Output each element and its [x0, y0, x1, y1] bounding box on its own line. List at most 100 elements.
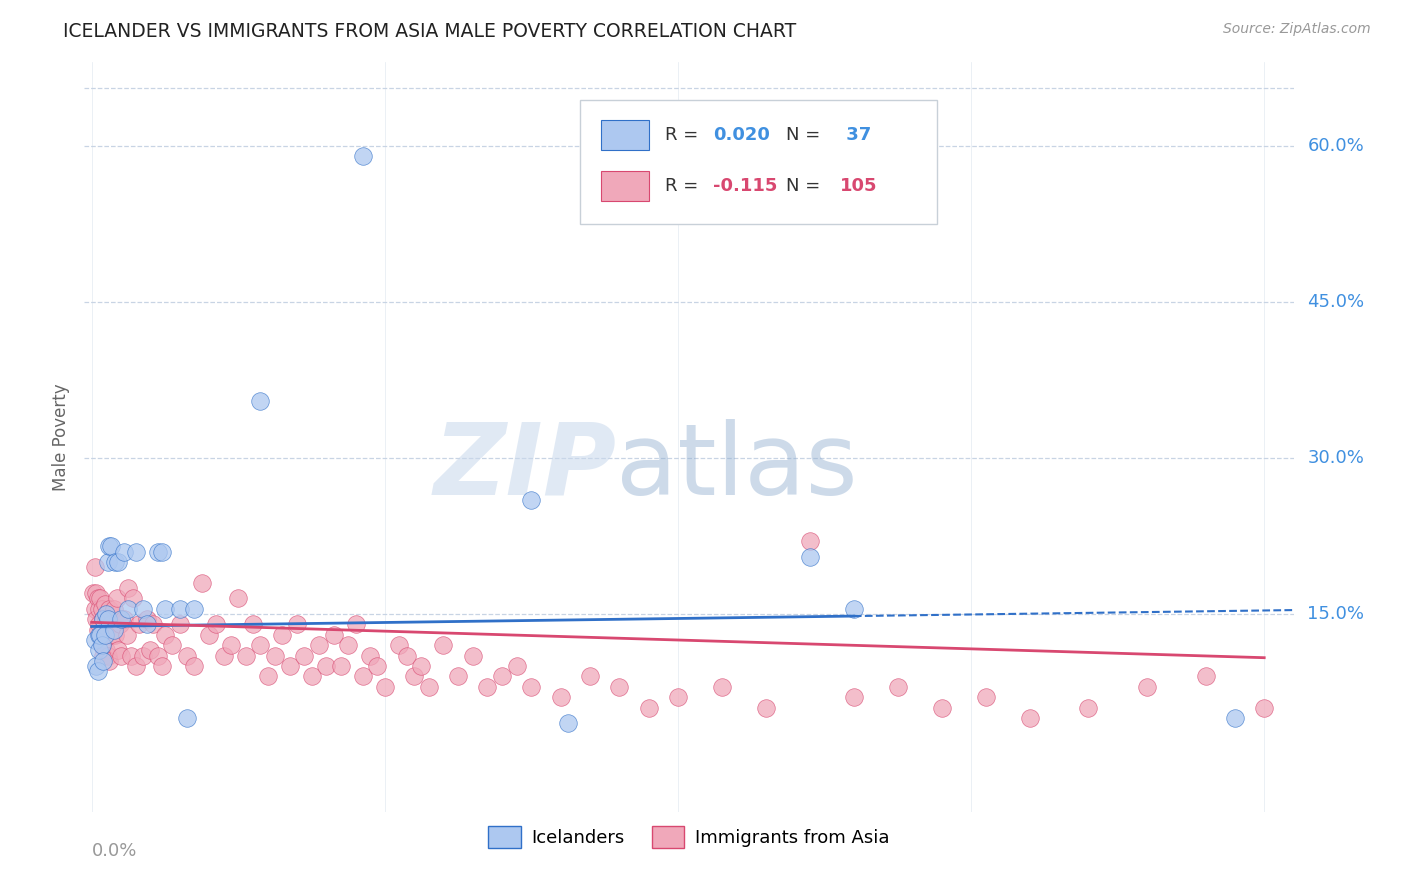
Text: atlas: atlas — [616, 418, 858, 516]
Point — [103, 602, 125, 616]
Point — [128, 617, 150, 632]
Point — [117, 581, 139, 595]
Point — [132, 602, 155, 616]
Point — [84, 586, 107, 600]
Point — [799, 549, 821, 564]
Point — [249, 393, 271, 408]
Point — [887, 680, 910, 694]
Point — [388, 638, 411, 652]
Point — [153, 628, 176, 642]
Point — [176, 648, 198, 663]
Point — [86, 591, 108, 606]
Point — [87, 602, 110, 616]
Point — [91, 638, 114, 652]
Text: R =: R = — [665, 178, 704, 195]
Point — [256, 669, 278, 683]
Point — [301, 669, 323, 683]
Point — [142, 617, 165, 632]
Point — [169, 617, 191, 632]
Point — [98, 602, 121, 616]
Text: N =: N = — [786, 126, 825, 145]
Point — [83, 602, 105, 616]
Point — [96, 612, 118, 626]
Point — [226, 591, 249, 606]
Point — [842, 602, 865, 616]
Point — [97, 612, 120, 626]
Point — [84, 659, 107, 673]
Point — [235, 648, 257, 663]
Point — [1018, 711, 1040, 725]
Point — [198, 628, 221, 642]
Point — [112, 612, 135, 626]
Point — [94, 597, 117, 611]
Bar — [600, 120, 650, 150]
Point — [520, 492, 543, 507]
Text: 45.0%: 45.0% — [1308, 293, 1365, 310]
Point — [506, 659, 529, 673]
Point — [100, 539, 122, 553]
Point — [1136, 680, 1159, 694]
Point — [98, 654, 121, 668]
Point — [219, 638, 242, 652]
Point — [89, 628, 111, 642]
Point — [136, 617, 159, 632]
Point — [205, 617, 228, 632]
Text: Source: ZipAtlas.com: Source: ZipAtlas.com — [1223, 22, 1371, 37]
Point — [249, 638, 271, 652]
Point — [146, 544, 169, 558]
Point — [557, 716, 579, 731]
Point — [176, 711, 198, 725]
Point — [447, 669, 470, 683]
Point — [93, 612, 115, 626]
Point — [132, 648, 155, 663]
Point — [292, 648, 315, 663]
Point — [108, 617, 131, 632]
Point — [112, 544, 135, 558]
Point — [329, 659, 352, 673]
Point — [150, 544, 173, 558]
Point — [93, 654, 115, 668]
Point — [264, 648, 287, 663]
Text: 60.0%: 60.0% — [1308, 136, 1364, 154]
Point — [322, 628, 344, 642]
Point — [404, 669, 426, 683]
Point — [136, 612, 159, 626]
Point — [491, 669, 513, 683]
Text: R =: R = — [665, 126, 704, 145]
Text: 0.0%: 0.0% — [91, 842, 136, 860]
Point — [84, 612, 107, 626]
Point — [146, 648, 169, 663]
Point — [374, 680, 396, 694]
Point — [520, 680, 543, 694]
Point — [94, 628, 117, 642]
Point — [285, 617, 308, 632]
Point — [110, 612, 132, 626]
Point — [91, 602, 114, 616]
Point — [82, 586, 104, 600]
Point — [93, 612, 115, 626]
Y-axis label: Male Poverty: Male Poverty — [52, 384, 70, 491]
Point — [183, 659, 205, 673]
Point — [1253, 700, 1275, 714]
Point — [666, 690, 689, 705]
Point — [308, 638, 330, 652]
Point — [100, 617, 122, 632]
Point — [579, 669, 602, 683]
Point — [931, 700, 953, 714]
Point — [124, 544, 146, 558]
Point — [107, 643, 129, 657]
Point — [799, 534, 821, 549]
Point — [1223, 711, 1246, 725]
Point — [162, 638, 184, 652]
Point — [104, 555, 127, 569]
Point — [461, 648, 484, 663]
Point — [97, 648, 120, 663]
Point — [974, 690, 997, 705]
Point — [104, 628, 127, 642]
Point — [86, 623, 108, 637]
Point — [110, 648, 132, 663]
Point — [271, 628, 294, 642]
Point — [359, 648, 381, 663]
Point — [83, 560, 105, 574]
Legend: Icelanders, Immigrants from Asia: Icelanders, Immigrants from Asia — [481, 819, 897, 855]
